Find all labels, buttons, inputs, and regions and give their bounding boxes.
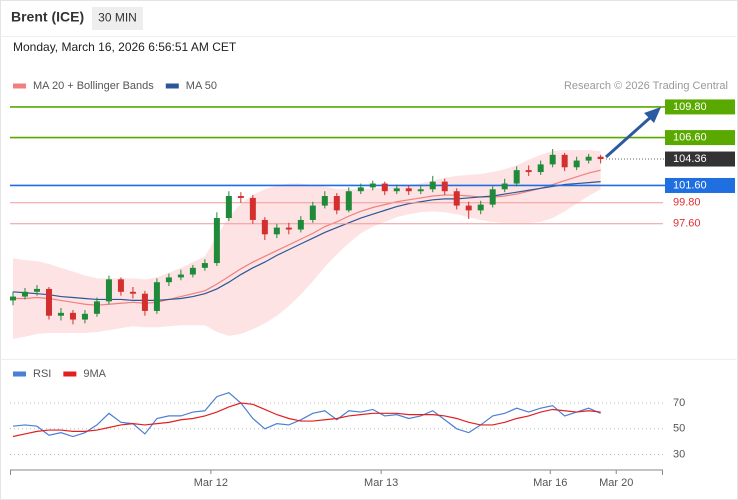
candle-body [201, 263, 208, 268]
x-tick-label: Mar 13 [364, 477, 398, 489]
legend-label: MA 50 [186, 80, 217, 92]
candle-body [69, 312, 76, 320]
rsi-panel: 30 50 70 Mar 12 Mar 13 Mar 16 Mar 20 RSI 9MA [10, 368, 685, 489]
candle-body [33, 288, 40, 292]
candle-body [297, 219, 304, 230]
level-label: 104.36 [673, 153, 707, 165]
candle-body [393, 188, 400, 192]
candle-body [105, 279, 112, 302]
price-panel: 109.80 106.60 104.36 101.60 99.80 97.60 MA 20 … [9, 80, 735, 339]
legend-swatch [13, 371, 26, 377]
candle-body [597, 156, 604, 160]
legend-label: MA 20 + Bollinger Bands [33, 80, 154, 92]
candle-body [213, 218, 220, 264]
candle-body [285, 227, 292, 230]
level-label-box [665, 177, 735, 193]
candle-body [513, 170, 520, 184]
candle-body [165, 277, 172, 283]
candle-body [585, 156, 592, 161]
source: Research © 2026 Trading Central [564, 80, 728, 92]
candle-body [189, 267, 196, 275]
candle-body [21, 291, 28, 297]
candle-body [93, 301, 100, 314]
candle-body [549, 154, 556, 165]
x-tick-label: Mar 12 [194, 477, 228, 489]
candle-body [117, 279, 124, 292]
symbol: Brent (ICE) [11, 9, 84, 25]
legend-swatch [63, 371, 77, 377]
candle-body [141, 293, 148, 311]
candle-body [477, 204, 484, 211]
candle-body [225, 196, 232, 219]
candle-body [357, 187, 364, 192]
candle-body [153, 282, 160, 311]
legend-swatch [13, 83, 26, 89]
level-label: 97.60 [673, 218, 701, 230]
candle-body [321, 196, 328, 206]
candle-body [81, 313, 88, 320]
series-line [12, 169, 601, 306]
level-label: 109.80 [673, 101, 707, 113]
candle-body [261, 219, 268, 235]
candle-body [9, 296, 16, 301]
legend-label: RSI [33, 368, 51, 380]
candle-body [441, 181, 448, 192]
trend-arrow [605, 114, 653, 159]
legend-swatch [165, 83, 179, 89]
candle-body [537, 164, 544, 173]
interval-box[interactable] [92, 7, 143, 30]
level-label-box [665, 99, 735, 115]
candle-body [249, 197, 256, 220]
y-tick-label: 70 [673, 397, 685, 409]
candle-body [129, 291, 136, 294]
candle-body [561, 154, 568, 168]
candle-body [453, 191, 460, 206]
level-label: 101.60 [673, 179, 707, 191]
candle-body [465, 205, 472, 211]
candle-body [333, 196, 340, 211]
series-line [12, 392, 601, 438]
x-tick-label: Mar 16 [533, 477, 567, 489]
candle-body [489, 189, 496, 205]
level-label: 99.80 [673, 197, 701, 209]
candle-body [525, 170, 532, 173]
level-label-box [665, 151, 735, 167]
x-tick-label: Mar 20 [599, 477, 633, 489]
candle-body [381, 183, 388, 192]
candle-body [177, 274, 184, 278]
candle-body [405, 188, 412, 192]
candle-body [237, 196, 244, 198]
candle-body [417, 189, 424, 192]
legend-label: 9MA [83, 368, 106, 380]
candle-body [309, 205, 316, 220]
candle-body [273, 227, 280, 235]
interval[interactable]: 30 MIN [98, 11, 137, 25]
candle-body [345, 191, 352, 211]
candle-body [45, 288, 52, 316]
timestamp: Monday, March 16, 2026 6:56:51 AM CET [13, 40, 237, 54]
candle-body [573, 160, 580, 168]
y-tick-label: 50 [673, 423, 685, 435]
series-line [12, 402, 601, 438]
trend-arrowhead [644, 107, 661, 123]
candle-body [57, 312, 64, 316]
candle-body [369, 183, 376, 188]
y-tick-label: 30 [673, 448, 685, 460]
candle-body [429, 181, 436, 190]
level-label-box [665, 130, 735, 146]
candle-body [501, 183, 508, 190]
level-label: 106.60 [673, 131, 707, 143]
